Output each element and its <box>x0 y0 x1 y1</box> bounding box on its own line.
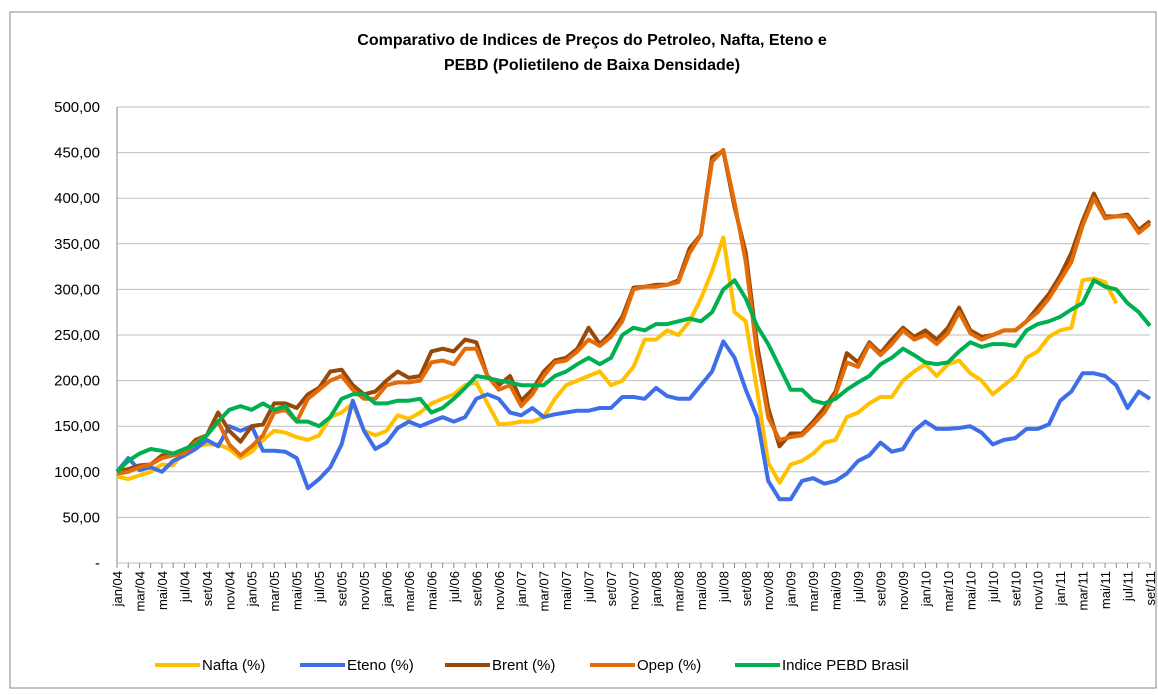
chart-title: Comparativo de Indices de Preços do Petr… <box>357 32 827 49</box>
y-tick-label: 100,00 <box>54 464 100 481</box>
x-tick-label: set/04 <box>200 571 215 606</box>
x-tick-label: jul/04 <box>177 571 192 603</box>
y-tick-label: 450,00 <box>54 145 100 162</box>
x-tick-label: jul/06 <box>447 571 462 603</box>
x-tick-label: mar/05 <box>267 571 282 611</box>
y-tick-label: 300,00 <box>54 281 100 298</box>
x-tick-label: mai/05 <box>290 571 305 610</box>
x-tick-label: nov/04 <box>222 571 237 610</box>
x-tick-label: jan/05 <box>245 571 260 607</box>
y-tick-label: 400,00 <box>54 190 100 207</box>
x-tick-label: set/06 <box>469 571 484 606</box>
x-tick-label: jul/10 <box>986 571 1001 603</box>
series-line <box>115 339 1152 502</box>
x-tick-label: nov/07 <box>627 571 642 610</box>
x-tick-label: mar/10 <box>941 571 956 611</box>
x-tick-label: mar/07 <box>537 571 552 611</box>
y-tick-label: 150,00 <box>54 418 100 435</box>
series-line <box>115 278 1152 474</box>
x-tick-label: mar/06 <box>402 571 417 611</box>
x-tick-label: jul/09 <box>851 571 866 603</box>
x-tick-label: mai/07 <box>559 571 574 610</box>
x-tick-label: mar/08 <box>671 571 686 611</box>
legend-label: Nafta (%) <box>202 657 265 674</box>
y-tick-label: 200,00 <box>54 373 100 390</box>
y-tick-label: 50,00 <box>62 509 100 526</box>
x-tick-label: jan/10 <box>918 571 933 607</box>
x-tick-label: mai/10 <box>963 571 978 610</box>
x-tick-label: jan/07 <box>514 571 529 607</box>
chart-subtitle: PEBD (Polietileno de Baixa Densidade) <box>444 57 740 74</box>
x-tick-label: set/08 <box>739 571 754 606</box>
legend-label: Opep (%) <box>637 657 701 674</box>
x-tick-label: set/07 <box>604 571 619 606</box>
legend-label: Brent (%) <box>492 657 555 674</box>
legend-label: Eteno (%) <box>347 657 414 674</box>
chart-frame <box>9 11 1157 689</box>
y-tick-label: 250,00 <box>54 327 100 344</box>
x-tick-label: set/11 <box>1143 571 1158 605</box>
x-tick-label: mai/06 <box>424 571 439 610</box>
x-tick-label: jan/11 <box>1053 571 1068 606</box>
x-tick-label: jul/07 <box>582 571 597 603</box>
x-tick-label: jul/08 <box>716 571 731 603</box>
x-tick-label: mar/09 <box>806 571 821 611</box>
x-tick-label: jul/05 <box>312 571 327 603</box>
legend-label: Indice PEBD Brasil <box>782 657 909 674</box>
x-tick-label: nov/09 <box>896 571 911 610</box>
y-tick-label: - <box>95 555 100 572</box>
x-tick-label: mai/04 <box>155 571 170 610</box>
x-tick-label: set/10 <box>1008 571 1023 606</box>
x-tick-label: nov/08 <box>761 571 776 610</box>
x-tick-label: jan/06 <box>379 571 394 607</box>
x-tick-label: jan/08 <box>649 571 664 607</box>
x-tick-label: mai/09 <box>829 571 844 610</box>
x-tick-label: jul/11 <box>1121 571 1136 602</box>
y-tick-label: 350,00 <box>54 236 100 253</box>
x-tick-label: nov/05 <box>357 571 372 610</box>
x-tick-label: mai/08 <box>694 571 709 610</box>
x-tick-label: mar/04 <box>132 571 147 611</box>
x-tick-label: set/09 <box>874 571 889 606</box>
x-tick-label: set/05 <box>335 571 350 606</box>
x-tick-label: mai/11 <box>1098 571 1113 609</box>
x-tick-label: mar/11 <box>1076 571 1091 611</box>
x-tick-label: jan/04 <box>110 571 125 607</box>
y-tick-label: 500,00 <box>54 99 100 116</box>
series-line <box>116 235 1119 485</box>
x-tick-label: nov/06 <box>492 571 507 610</box>
x-tick-label: jan/09 <box>784 571 799 607</box>
x-tick-label: nov/10 <box>1031 571 1046 610</box>
